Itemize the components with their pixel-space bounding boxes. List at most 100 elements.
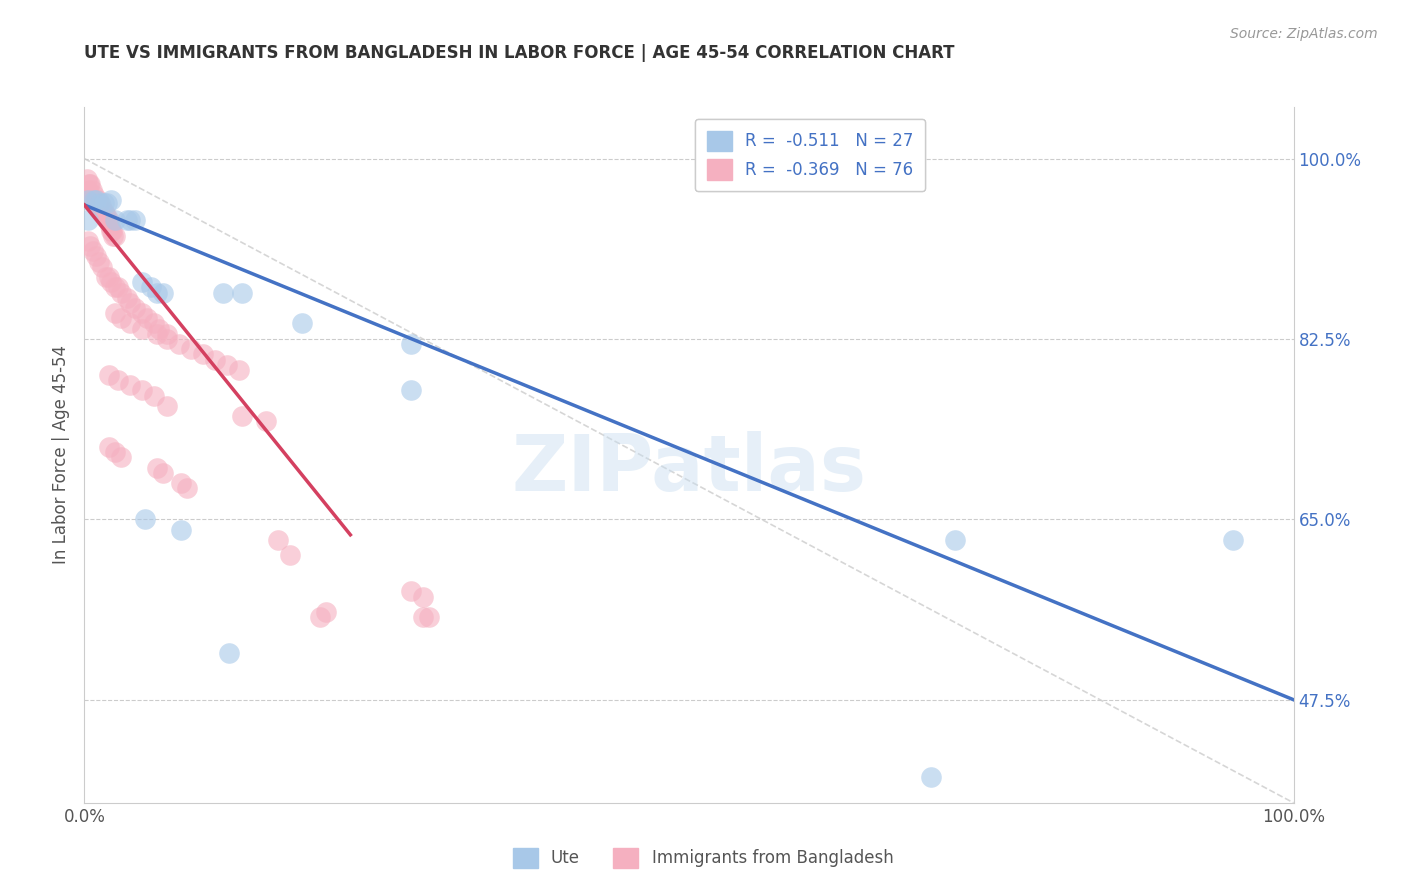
Point — [399, 337, 422, 351]
Point — [91, 260, 114, 274]
Point — [278, 549, 301, 563]
Point — [148, 321, 170, 335]
Point — [110, 311, 132, 326]
Point — [90, 198, 112, 212]
Point — [143, 389, 166, 403]
Point — [91, 203, 114, 218]
Point — [84, 193, 107, 207]
Point — [79, 239, 101, 253]
Point — [131, 306, 153, 320]
Point — [267, 533, 290, 547]
Point — [87, 254, 110, 268]
Point — [110, 450, 132, 465]
Point — [131, 275, 153, 289]
Point — [82, 193, 104, 207]
Point — [76, 172, 98, 186]
Point — [412, 590, 434, 604]
Point — [315, 605, 337, 619]
Point — [139, 280, 162, 294]
Point — [120, 296, 142, 310]
Point — [86, 193, 108, 207]
Point — [134, 512, 156, 526]
Point — [107, 373, 129, 387]
Point — [86, 198, 108, 212]
Point — [96, 195, 118, 210]
Point — [94, 208, 117, 222]
Point — [83, 187, 105, 202]
Point — [87, 198, 110, 212]
Point — [218, 646, 240, 660]
Point — [97, 440, 120, 454]
Point — [231, 285, 253, 300]
Point — [136, 311, 159, 326]
Point — [399, 584, 422, 599]
Point — [77, 234, 100, 248]
Point — [100, 275, 122, 289]
Point — [155, 326, 177, 341]
Point — [89, 195, 111, 210]
Point — [100, 224, 122, 238]
Point — [228, 363, 250, 377]
Y-axis label: In Labor Force | Age 45-54: In Labor Force | Age 45-54 — [52, 345, 70, 565]
Point — [180, 343, 202, 357]
Point — [418, 610, 440, 624]
Point — [83, 193, 105, 207]
Point — [1222, 533, 1244, 547]
Point — [110, 285, 132, 300]
Legend: Ute, Immigrants from Bangladesh: Ute, Immigrants from Bangladesh — [506, 841, 900, 875]
Point — [89, 203, 111, 218]
Point — [131, 321, 153, 335]
Point — [131, 384, 153, 398]
Point — [101, 224, 124, 238]
Point — [146, 460, 169, 475]
Point — [120, 317, 142, 331]
Legend: R =  -0.511   N = 27, R =  -0.369   N = 76: R = -0.511 N = 27, R = -0.369 N = 76 — [695, 119, 925, 191]
Point — [94, 208, 117, 222]
Point — [155, 399, 177, 413]
Point — [124, 213, 146, 227]
Point — [152, 285, 174, 300]
Point — [920, 770, 942, 784]
Point — [100, 193, 122, 207]
Point — [115, 213, 138, 227]
Point — [152, 466, 174, 480]
Point — [103, 228, 125, 243]
Point — [86, 250, 108, 264]
Point — [943, 533, 966, 547]
Point — [215, 358, 238, 372]
Point — [120, 213, 142, 227]
Point — [97, 368, 120, 382]
Text: Source: ZipAtlas.com: Source: ZipAtlas.com — [1230, 27, 1378, 41]
Point — [97, 270, 120, 285]
Point — [167, 337, 190, 351]
Point — [79, 178, 101, 192]
Point — [96, 213, 118, 227]
Point — [115, 291, 138, 305]
Point — [93, 205, 115, 219]
Point — [77, 178, 100, 192]
Point — [191, 347, 214, 361]
Point — [77, 182, 100, 196]
Point — [80, 182, 103, 196]
Point — [412, 610, 434, 624]
Text: ZIPatlas: ZIPatlas — [512, 431, 866, 507]
Point — [146, 285, 169, 300]
Point — [104, 228, 127, 243]
Point — [104, 280, 127, 294]
Point — [77, 193, 100, 207]
Point — [204, 352, 226, 367]
Point — [212, 285, 235, 300]
Point — [291, 317, 314, 331]
Point — [77, 213, 100, 227]
Point — [231, 409, 253, 424]
Point — [82, 244, 104, 259]
Point — [254, 414, 277, 428]
Point — [170, 476, 193, 491]
Point — [124, 301, 146, 315]
Point — [104, 213, 127, 227]
Text: UTE VS IMMIGRANTS FROM BANGLADESH IN LABOR FORCE | AGE 45-54 CORRELATION CHART: UTE VS IMMIGRANTS FROM BANGLADESH IN LAB… — [84, 45, 955, 62]
Point — [98, 219, 121, 233]
Point — [176, 482, 198, 496]
Point — [94, 270, 117, 285]
Point — [155, 332, 177, 346]
